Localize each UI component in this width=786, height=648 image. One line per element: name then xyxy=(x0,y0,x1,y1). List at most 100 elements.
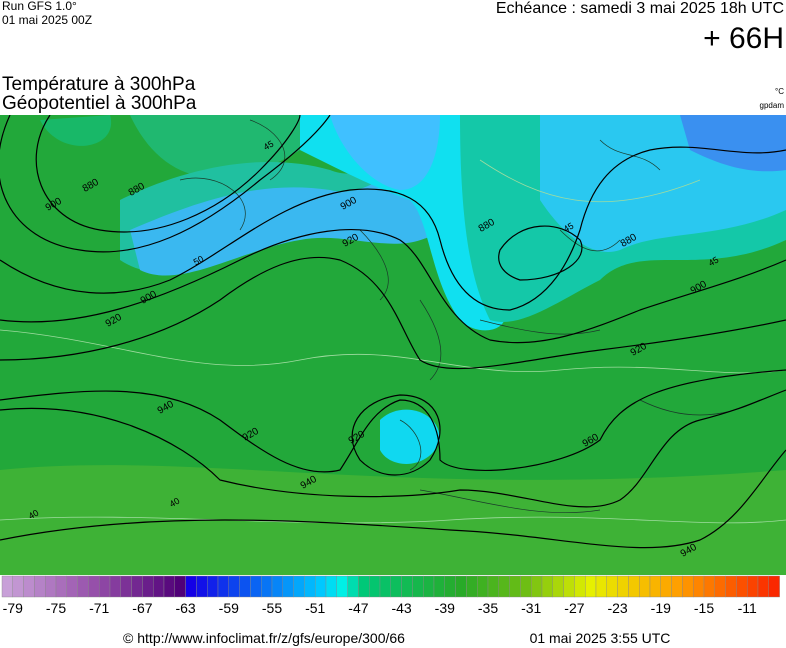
color-swatch xyxy=(250,575,262,598)
scale-label: -51 xyxy=(305,600,325,616)
color-swatch xyxy=(714,575,726,598)
color-swatch xyxy=(174,575,186,598)
color-swatch xyxy=(682,575,694,598)
color-swatch xyxy=(628,575,640,598)
run-date: 01 mai 2025 00Z xyxy=(2,13,92,27)
color-swatch xyxy=(487,575,500,598)
scale-label: -27 xyxy=(564,600,584,616)
color-swatch xyxy=(369,575,381,598)
color-swatch xyxy=(347,575,359,598)
color-swatch xyxy=(509,575,521,598)
color-swatch xyxy=(239,575,251,598)
color-swatch xyxy=(606,575,618,598)
color-swatch xyxy=(142,575,154,598)
color-swatch xyxy=(747,575,759,598)
lead-time: + 66H xyxy=(703,22,784,55)
color-swatch xyxy=(282,575,294,598)
color-swatch xyxy=(768,575,780,598)
color-swatch xyxy=(358,575,370,598)
scale-label: -59 xyxy=(219,600,239,616)
color-swatch xyxy=(196,575,208,598)
isotherm-label: 40 xyxy=(168,496,182,510)
color-swatch xyxy=(1,575,14,598)
color-swatch xyxy=(131,575,143,598)
color-swatch xyxy=(325,575,338,598)
color-swatch xyxy=(531,575,543,598)
scale-label: -39 xyxy=(435,600,455,616)
color-swatch xyxy=(12,575,24,598)
generated-time: 01 mai 2025 3:55 UTC xyxy=(530,630,671,646)
color-swatch xyxy=(736,575,748,598)
color-swatch xyxy=(693,575,705,598)
color-swatch xyxy=(390,575,402,598)
isotherm-label: 45 xyxy=(262,139,276,153)
color-swatch xyxy=(293,575,305,598)
scale-label: -71 xyxy=(89,600,109,616)
color-swatch xyxy=(433,575,446,598)
color-swatch xyxy=(163,575,176,598)
isotherm-label: 45 xyxy=(562,221,576,235)
color-swatch xyxy=(315,575,327,598)
color-swatch xyxy=(725,575,737,598)
color-swatch xyxy=(401,575,413,598)
scale-label: -23 xyxy=(607,600,627,616)
color-swatch xyxy=(45,575,57,598)
color-swatch xyxy=(109,575,122,598)
title-geopotential: Géopotentiel à 300hPa xyxy=(2,93,197,114)
color-swatch xyxy=(423,575,435,598)
color-swatch xyxy=(98,575,111,598)
scale-label: -15 xyxy=(694,600,714,616)
scale-label: -67 xyxy=(132,600,152,616)
color-swatch xyxy=(757,575,770,598)
color-swatch xyxy=(671,575,683,598)
color-swatch xyxy=(34,575,46,598)
isotherm-label: 40 xyxy=(27,508,41,522)
isotherm-label: 50 xyxy=(192,254,206,268)
color-swatch xyxy=(455,575,467,598)
color-swatch xyxy=(574,575,586,598)
color-swatch xyxy=(498,575,510,598)
scale-label: -75 xyxy=(46,600,66,616)
color-swatch xyxy=(217,575,230,598)
unit-geopotential: gpdam xyxy=(760,101,785,110)
color-swatch xyxy=(77,575,89,598)
color-swatch xyxy=(185,575,197,598)
color-swatch xyxy=(228,575,240,598)
scale-label: -79 xyxy=(3,600,23,616)
color-swatch xyxy=(271,575,284,598)
color-swatch xyxy=(617,575,629,598)
source-url: © http://www.infoclimat.fr/z/gfs/europe/… xyxy=(123,630,405,646)
run-label: Run GFS 1.0° xyxy=(2,0,77,13)
color-swatch xyxy=(541,575,554,598)
color-swatch xyxy=(563,575,575,598)
scale-label: -43 xyxy=(391,600,411,616)
color-swatch xyxy=(23,575,35,598)
isotherm-label: 45 xyxy=(707,255,721,269)
color-swatch xyxy=(595,575,608,598)
color-swatch xyxy=(660,575,672,598)
color-swatch xyxy=(412,575,424,598)
color-swatch xyxy=(520,575,532,598)
color-swatch xyxy=(444,575,456,598)
scale-label: -35 xyxy=(478,600,498,616)
color-swatch xyxy=(55,575,68,598)
color-swatch xyxy=(649,575,662,598)
scale-label: -63 xyxy=(175,600,195,616)
color-swatch xyxy=(261,575,273,598)
color-swatch xyxy=(703,575,716,598)
color-swatch xyxy=(66,575,78,598)
unit-temperature: °C xyxy=(775,87,784,96)
scale-label: -55 xyxy=(262,600,282,616)
color-swatch xyxy=(152,575,165,598)
color-swatch xyxy=(466,575,478,598)
color-swatch xyxy=(379,575,392,598)
color-swatch xyxy=(304,575,316,598)
scale-label: -31 xyxy=(521,600,541,616)
color-swatch xyxy=(206,575,219,598)
color-swatch xyxy=(552,575,564,598)
scale-label: -11 xyxy=(738,600,757,616)
color-scale xyxy=(1,575,780,598)
title-temperature: Température à 300hPa xyxy=(2,74,196,95)
